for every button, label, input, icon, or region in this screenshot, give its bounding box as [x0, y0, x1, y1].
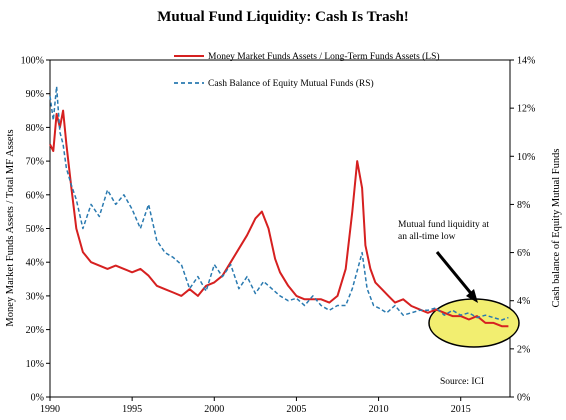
x-tick-label: 1995 [122, 404, 142, 415]
y-left-tick-label: 20% [26, 325, 44, 336]
y-left-tick-label: 50% [26, 224, 44, 235]
chart-title: Mutual Fund Liquidity: Cash Is Trash! [157, 9, 409, 25]
y-right-tick-label: 0% [517, 393, 530, 404]
legend: Money Market Funds Assets / Long-Term Fu… [174, 51, 440, 89]
y-right-tick-label: 4% [517, 296, 530, 307]
plot-area [49, 59, 511, 398]
x-tick-label: 2015 [451, 404, 471, 415]
x-tick-label: 2005 [286, 404, 306, 415]
x-axis-ticks: 1990 1995 2000 2005 2010 2015 [40, 397, 471, 415]
y-left-tick-label: 80% [26, 123, 44, 134]
y-left-tick-label: 60% [26, 190, 44, 201]
x-tick-label: 1990 [40, 404, 60, 415]
legend-label-blue: Cash Balance of Equity Mutual Funds (RS) [208, 78, 374, 89]
series-line-cash-balance [49, 85, 509, 321]
annotation-line-1: Mutual fund liquidity at [398, 219, 489, 230]
y-left-tick-label: 10% [26, 359, 44, 370]
annotation-line-2: an all-time low [398, 232, 456, 242]
annotation-arrow [435, 251, 478, 303]
source-note: Source: ICI [440, 377, 484, 387]
y-right-tick-label: 10% [517, 152, 535, 163]
annotation-text: Mutual fund liquidity at an all-time low [398, 219, 489, 242]
y-right-tick-label: 12% [517, 104, 535, 115]
y-right-axis-ticks: 0% 2% 4% 6% 8% 10% 12% 14% [510, 56, 535, 404]
y-left-tick-label: 70% [26, 157, 44, 168]
y-right-tick-label: 2% [517, 344, 530, 355]
y-left-axis-label: Money Market Funds Assets / Total MF Ass… [5, 129, 16, 326]
legend-label-red: Money Market Funds Assets / Long-Term Fu… [208, 51, 440, 62]
y-left-tick-label: 0% [31, 393, 44, 404]
y-left-axis-ticks: 0% 10% 20% 30% 40% 50% 60% 70% 80% 90% 100% [21, 56, 50, 404]
y-right-tick-label: 14% [517, 56, 535, 67]
x-tick-label: 2000 [204, 404, 224, 415]
y-left-tick-label: 100% [21, 56, 44, 67]
y-right-tick-label: 8% [517, 200, 530, 211]
x-tick-label: 2010 [369, 404, 389, 415]
y-right-axis-label: Cash balance of Equity Mutual Funds [551, 149, 562, 308]
y-left-tick-label: 30% [26, 291, 44, 302]
y-left-tick-label: 40% [26, 258, 44, 269]
series-layer [49, 85, 509, 328]
y-left-tick-label: 90% [26, 89, 44, 100]
y-right-tick-label: 6% [517, 248, 530, 259]
highlight-ellipse [428, 298, 520, 348]
